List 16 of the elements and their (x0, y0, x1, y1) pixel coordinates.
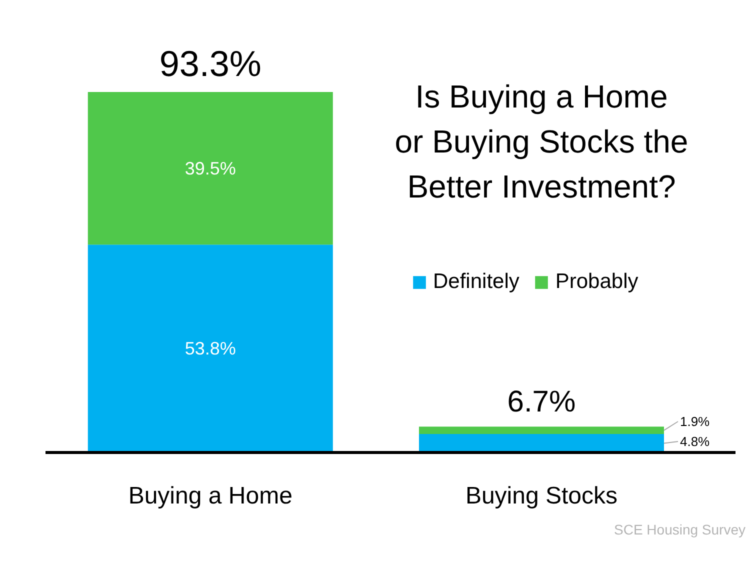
total-label: 6.7% (507, 386, 576, 419)
text: SCE Housing Survey (614, 522, 746, 538)
x-tick-label: Buying Stocks (465, 482, 618, 510)
text: Is Buying a Home or Buying Stocks the Better Investment? (394, 78, 688, 204)
total-label: 93.3% (159, 43, 262, 84)
bar (418, 426, 664, 434)
data-label: 53.8% (184, 338, 236, 359)
data-label: 39.5% (184, 158, 236, 178)
bar (418, 434, 664, 452)
bar (88, 92, 333, 245)
data-label: 4.8% (680, 434, 710, 449)
legend-label: Probably (555, 270, 638, 294)
legend-label: Definitely (433, 270, 520, 294)
data-label: 1.9% (680, 414, 710, 429)
bar (88, 244, 333, 452)
x-tick-label: Buying a Home (128, 482, 292, 510)
